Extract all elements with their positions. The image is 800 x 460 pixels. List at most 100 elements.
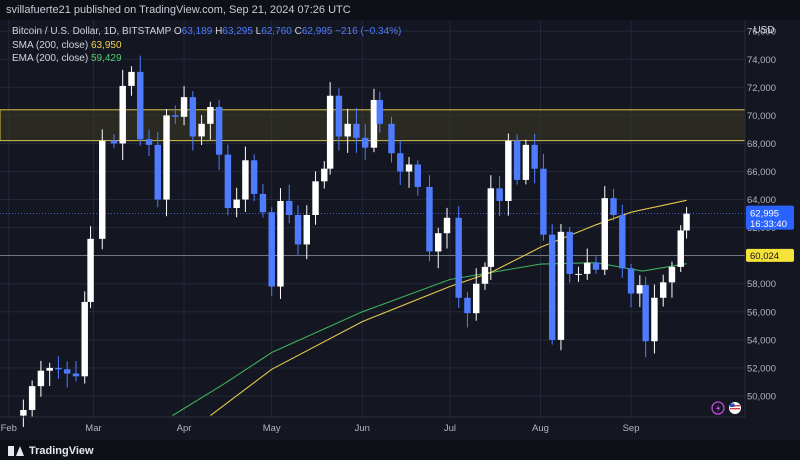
x-tick-label: Jun <box>355 423 370 434</box>
flag-stripe <box>730 405 740 407</box>
candle-body <box>496 188 503 201</box>
ohlc-low: L62,760 <box>255 26 292 37</box>
candle-body <box>128 71 135 86</box>
candle-body <box>55 367 62 370</box>
candle <box>242 146 249 213</box>
candle <box>335 88 343 151</box>
candle <box>303 205 310 260</box>
candle-body <box>397 153 404 172</box>
candle-body <box>63 369 71 374</box>
candle <box>207 101 214 140</box>
symbol-label[interactable]: Bitcoin / U.S. Dollar, 1D, BITSTAMP <box>12 26 172 37</box>
sma-value: 63,950 <box>90 39 122 51</box>
y-tick-label: 64,000 <box>747 195 776 206</box>
candle <box>531 133 538 184</box>
candle <box>55 356 62 379</box>
candle-body <box>189 97 197 137</box>
candle <box>619 204 626 278</box>
lightning-icon-ring <box>711 401 725 415</box>
candle-body <box>250 160 258 194</box>
candle <box>540 153 547 241</box>
chart-legend: Bitcoin / U.S. Dollar, 1D, BITSTAMP O63,… <box>12 25 401 66</box>
publish-info: svillafuerte21 published on TradingView.… <box>6 4 351 16</box>
candle-body <box>370 99 378 148</box>
candle <box>72 361 80 382</box>
legend-symbol-row: Bitcoin / U.S. Dollar, 1D, BITSTAMP O63,… <box>12 25 401 39</box>
candle <box>361 124 369 160</box>
y-tick-label: 74,000 <box>747 55 776 66</box>
candle-body <box>668 266 676 283</box>
candle <box>233 187 240 218</box>
candle <box>20 399 27 427</box>
legend-sma-row[interactable]: SMA (200, close) 63,950 <box>12 39 401 53</box>
y-tick-label: 76,000 <box>747 27 776 38</box>
candle-body <box>513 140 521 180</box>
price-chart[interactable]: 76,000 74,000 72,000 70,000 68,000 66,000 64,0… <box>0 20 800 440</box>
candle-body <box>37 370 45 387</box>
chart-area[interactable]: 76,000 74,000 72,000 70,000 68,000 66,000 64,0… <box>0 20 800 440</box>
currency-button[interactable]: USD <box>753 25 775 36</box>
tradingview-logo-icon <box>8 445 24 456</box>
candle <box>522 139 530 185</box>
candle <box>326 82 334 175</box>
candle <box>46 362 53 387</box>
candle-body <box>619 214 626 269</box>
lightning-icon <box>711 401 725 415</box>
candle <box>344 108 351 153</box>
candle <box>513 134 521 185</box>
candle-body <box>119 85 126 144</box>
candle <box>388 116 395 163</box>
candle <box>575 266 582 282</box>
y-tick-label: 70,000 <box>747 111 776 122</box>
candle <box>145 129 153 157</box>
candle <box>215 99 223 171</box>
candle <box>636 275 644 308</box>
candle-body <box>72 373 80 377</box>
candle-body <box>361 137 369 148</box>
candle-body <box>531 144 538 169</box>
legend-ema-row[interactable]: EMA (200, close) 59,429 <box>12 52 401 66</box>
candle <box>172 105 179 124</box>
publish-header: svillafuerte21 published on TradingView.… <box>0 0 800 20</box>
candle <box>28 380 36 418</box>
candle-body <box>286 200 293 215</box>
candle-body <box>566 231 573 274</box>
lightning-icon-glyph <box>716 404 721 413</box>
candle-body <box>683 213 690 231</box>
candle-body <box>584 262 591 274</box>
candle <box>651 284 658 354</box>
level-tag-bg <box>746 248 794 262</box>
candle <box>128 66 135 96</box>
candle-body <box>335 95 343 137</box>
candle <box>668 261 676 298</box>
candle <box>642 276 649 358</box>
candle-body <box>145 139 153 145</box>
candle-body <box>575 273 582 275</box>
candle-body <box>312 181 319 215</box>
candle <box>312 171 319 225</box>
candle-body <box>87 238 94 302</box>
candle <box>189 91 197 151</box>
ema-value: 59,429 <box>90 53 122 64</box>
ohlc-close: C62,995 <box>294 26 333 37</box>
candle <box>557 224 565 351</box>
y-tick-label: 72,000 <box>747 83 776 94</box>
candle <box>224 144 232 216</box>
candle-body <box>455 217 462 298</box>
candle-body <box>294 214 302 245</box>
candle-body <box>473 283 480 314</box>
x-tick-label: Aug <box>532 423 549 434</box>
candle <box>435 227 442 269</box>
candle-body <box>277 200 284 287</box>
candle-body <box>303 214 310 245</box>
candle <box>294 205 302 255</box>
candle <box>277 188 284 299</box>
candle-body <box>99 140 106 239</box>
candle <box>119 69 126 160</box>
candle <box>505 133 512 216</box>
candle-body <box>464 297 471 314</box>
candle <box>584 248 591 280</box>
candle-body <box>405 164 413 172</box>
x-tick-label: Mar <box>85 423 101 434</box>
candle <box>110 134 118 149</box>
